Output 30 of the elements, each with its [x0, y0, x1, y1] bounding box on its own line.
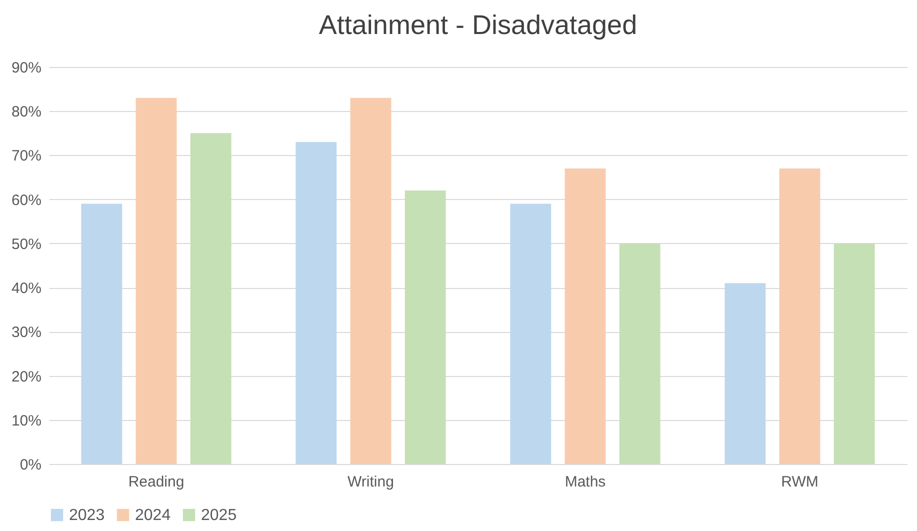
y-tick-label: 40% [11, 280, 42, 298]
bar [779, 168, 820, 464]
y-tick-label: 60% [11, 192, 42, 209]
bar [296, 142, 337, 464]
bar [350, 98, 392, 464]
y-tick-label: 20% [11, 368, 42, 386]
bar [190, 133, 232, 464]
bar [404, 190, 446, 464]
legend-label: 2025 [201, 507, 237, 524]
x-tick-label: Maths [564, 474, 606, 490]
y-tick-label: 90% [11, 60, 42, 76]
x-tick-label: Reading [128, 474, 184, 490]
bar [619, 243, 660, 464]
y-tick-label: 80% [11, 104, 42, 121]
legend-label: 2023 [69, 507, 105, 524]
y-tick-label: 0% [20, 456, 42, 474]
bar [136, 98, 177, 464]
bar [564, 168, 606, 464]
y-tick-label: 70% [11, 148, 42, 165]
x-tick-label: RWM [781, 474, 818, 490]
bar [81, 204, 122, 464]
bar [510, 204, 552, 464]
bar [724, 283, 766, 464]
legend-label: 2024 [135, 507, 171, 524]
x-tick-label: Writing [348, 474, 394, 490]
y-tick-label: 10% [11, 412, 42, 430]
y-tick-label: 50% [11, 236, 42, 253]
y-tick-label: 30% [11, 324, 42, 342]
chart-title: Attainment - Disadvataged [318, 10, 638, 40]
bar [834, 243, 875, 464]
